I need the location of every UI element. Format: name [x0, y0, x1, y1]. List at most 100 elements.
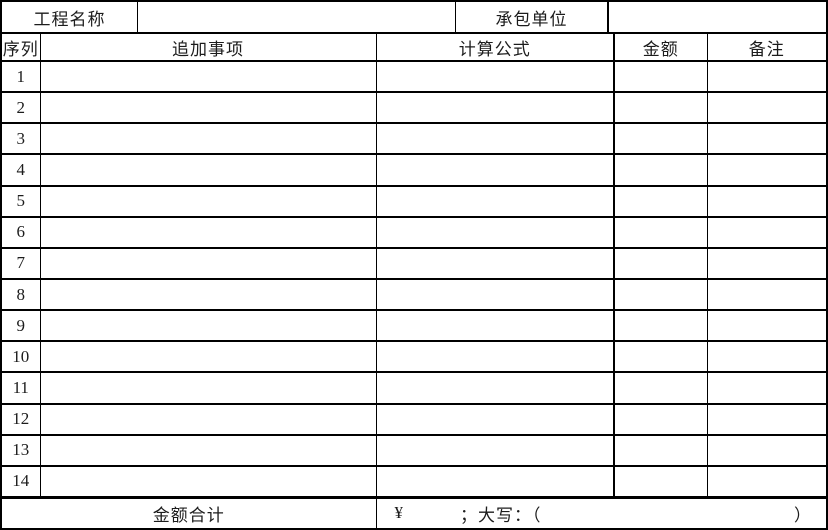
- project-name-field: [138, 2, 456, 32]
- closing-paren: ）: [794, 505, 812, 525]
- row-sequence-number: 8: [2, 277, 41, 312]
- row-sequence-number: 13: [2, 433, 41, 467]
- row-sequence-number: 14: [2, 464, 41, 499]
- row-remarks-cell: [706, 153, 826, 187]
- row-calculation-formula-cell: [375, 91, 615, 125]
- row-sequence-number: 7: [2, 246, 41, 280]
- row-sequence-number: 6: [2, 215, 41, 249]
- total-amount-cell: ¥ ；大写：（ ）: [375, 495, 826, 528]
- row-additional-item-cell: [39, 184, 377, 218]
- currency-symbol: ¥: [394, 503, 404, 523]
- table-row: 13: [2, 433, 826, 467]
- row-additional-item-cell: [39, 371, 377, 405]
- row-amount-cell: [613, 246, 708, 280]
- table-row: 2: [2, 91, 826, 125]
- row-remarks-cell: [706, 402, 826, 436]
- table-row: 1: [2, 59, 826, 94]
- total-row: 金额合计 ¥ ；大写：（ ）: [2, 495, 826, 528]
- row-remarks-cell: [706, 340, 826, 374]
- row-remarks-cell: [706, 215, 826, 249]
- row-remarks-cell: [706, 91, 826, 125]
- row-remarks-cell: [706, 309, 826, 343]
- row-calculation-formula-cell: [375, 277, 615, 312]
- table-row: 11: [2, 371, 826, 405]
- col-header-additional-item: 追加事项: [39, 34, 377, 62]
- row-remarks-cell: [706, 59, 826, 94]
- table-row: 12: [2, 402, 826, 436]
- form-header-band: 工程名称 承包单位: [2, 2, 826, 34]
- row-calculation-formula-cell: [375, 153, 615, 187]
- col-header-amount: 金额: [613, 34, 708, 62]
- contractor-label: 承包单位: [456, 2, 609, 32]
- row-amount-cell: [613, 340, 708, 374]
- row-calculation-formula-cell: [375, 371, 615, 405]
- row-calculation-formula-cell: [375, 464, 615, 499]
- row-calculation-formula-cell: [375, 246, 615, 280]
- row-additional-item-cell: [39, 277, 377, 312]
- row-sequence-number: 5: [2, 184, 41, 218]
- row-calculation-formula-cell: [375, 433, 615, 467]
- row-sequence-number: 3: [2, 122, 41, 156]
- row-remarks-cell: [706, 464, 826, 499]
- row-amount-cell: [613, 433, 708, 467]
- col-header-sequence: 序列: [2, 34, 41, 62]
- row-calculation-formula-cell: [375, 184, 615, 218]
- row-calculation-formula-cell: [375, 122, 615, 156]
- col-header-remarks: 备注: [706, 34, 826, 62]
- row-amount-cell: [613, 402, 708, 436]
- table-row: 9: [2, 309, 826, 343]
- row-calculation-formula-cell: [375, 215, 615, 249]
- row-sequence-number: 9: [2, 309, 41, 343]
- total-amount-content: ¥ ；大写：（ ）: [377, 501, 826, 526]
- row-additional-item-cell: [39, 59, 377, 94]
- row-sequence-number: 12: [2, 402, 41, 436]
- row-calculation-formula-cell: [375, 59, 615, 94]
- row-calculation-formula-cell: [375, 309, 615, 343]
- row-additional-item-cell: [39, 402, 377, 436]
- table-header-row: 序列 追加事项 计算公式 金额 备注: [2, 34, 826, 62]
- row-calculation-formula-cell: [375, 402, 615, 436]
- row-additional-item-cell: [39, 215, 377, 249]
- row-remarks-cell: [706, 246, 826, 280]
- additional-items-table: 序列 追加事项 计算公式 金额 备注 1 2 3 4: [2, 34, 826, 528]
- row-additional-item-cell: [39, 309, 377, 343]
- row-additional-item-cell: [39, 340, 377, 374]
- row-additional-item-cell: [39, 91, 377, 125]
- row-amount-cell: [613, 309, 708, 343]
- row-amount-cell: [613, 59, 708, 94]
- table-row: 8: [2, 277, 826, 312]
- row-remarks-cell: [706, 184, 826, 218]
- contractor-field: [609, 2, 826, 32]
- total-amount-label: 金额合计: [2, 495, 377, 528]
- col-header-calculation-formula: 计算公式: [375, 34, 615, 62]
- row-sequence-number: 4: [2, 153, 41, 187]
- project-name-label: 工程名称: [2, 2, 138, 32]
- row-remarks-cell: [706, 277, 826, 312]
- row-additional-item-cell: [39, 433, 377, 467]
- row-amount-cell: [613, 215, 708, 249]
- row-additional-item-cell: [39, 246, 377, 280]
- row-amount-cell: [613, 371, 708, 405]
- row-remarks-cell: [706, 371, 826, 405]
- amount-in-words-label: ；大写：（: [460, 505, 542, 525]
- row-sequence-number: 10: [2, 340, 41, 374]
- row-amount-cell: [613, 277, 708, 312]
- row-amount-cell: [613, 91, 708, 125]
- row-remarks-cell: [706, 433, 826, 467]
- table-row: 4: [2, 153, 826, 187]
- table-row: 14: [2, 464, 826, 499]
- table-row: 6: [2, 215, 826, 249]
- row-amount-cell: [613, 122, 708, 156]
- row-additional-item-cell: [39, 464, 377, 499]
- row-sequence-number: 11: [2, 371, 41, 405]
- row-calculation-formula-cell: [375, 340, 615, 374]
- row-remarks-cell: [706, 122, 826, 156]
- table-row: 10: [2, 340, 826, 374]
- row-sequence-number: 2: [2, 91, 41, 125]
- row-sequence-number: 1: [2, 59, 41, 94]
- row-amount-cell: [613, 464, 708, 499]
- row-amount-cell: [613, 153, 708, 187]
- table-row: 3: [2, 122, 826, 156]
- table-row: 5: [2, 184, 826, 218]
